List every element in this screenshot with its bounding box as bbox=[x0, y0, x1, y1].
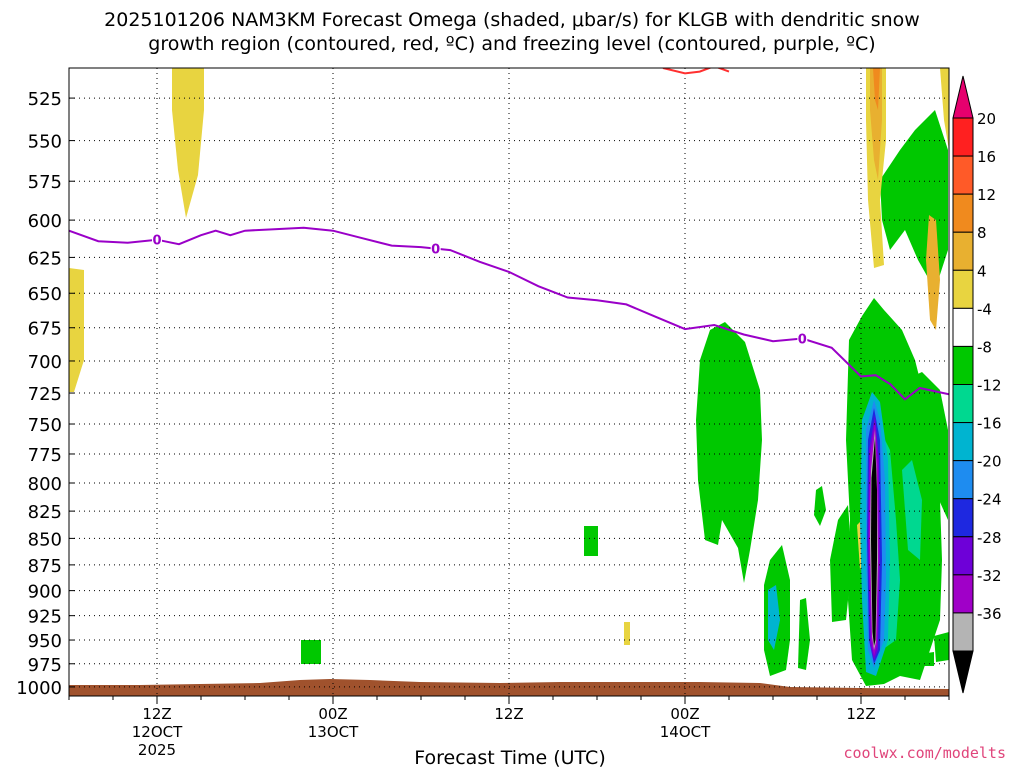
y-tick-label: 775 bbox=[28, 445, 62, 466]
colorbar-swatch bbox=[952, 269, 974, 309]
y-tick-label: 600 bbox=[28, 211, 62, 232]
x-tick-date-label: 12OCT bbox=[132, 723, 183, 741]
x-tick-date-label: 14OCT bbox=[660, 723, 711, 741]
x-tick-year-label: 2025 bbox=[138, 741, 176, 759]
colorbar-swatch bbox=[952, 612, 974, 652]
omega-blob bbox=[584, 526, 598, 556]
y-tick-label: 650 bbox=[28, 284, 62, 305]
colorbar-swatch bbox=[952, 345, 974, 385]
y-tick-label: 875 bbox=[28, 556, 62, 577]
colorbar-bottom-triangle bbox=[952, 650, 974, 694]
omega-blob bbox=[768, 585, 780, 650]
colorbar-label: -32 bbox=[977, 567, 1002, 585]
plot-frame bbox=[68, 67, 950, 697]
omega-blob bbox=[624, 622, 630, 645]
omega-blob bbox=[873, 68, 880, 110]
colorbar-label: -24 bbox=[977, 491, 1002, 509]
y-axis: 525 550 575 600 625 650 675 700 725 750 775 800 825 8… bbox=[16, 89, 75, 699]
x-tick-label: 12Z bbox=[846, 705, 875, 723]
colorbar-swatch bbox=[952, 193, 974, 233]
omega-blob bbox=[798, 598, 810, 670]
dendritic-growth-contour bbox=[662, 68, 730, 75]
omega-blob bbox=[940, 68, 949, 150]
terrain-surface bbox=[69, 679, 949, 696]
omega-blob bbox=[871, 438, 877, 646]
colorbar-swatch bbox=[952, 498, 974, 538]
y-tick-label: 725 bbox=[28, 384, 62, 405]
x-tick-label: 00Z bbox=[318, 705, 347, 723]
y-tick-label: 950 bbox=[28, 631, 62, 652]
colorbar-swatch bbox=[952, 422, 974, 462]
colorbar-label: -8 bbox=[977, 338, 992, 356]
omega-blob bbox=[69, 268, 84, 392]
colorbar-label: -36 bbox=[977, 605, 1002, 623]
colorbar-label: -20 bbox=[977, 453, 1002, 471]
omega-blob bbox=[902, 460, 922, 560]
freezing-level-label: 0 bbox=[798, 333, 807, 348]
freezing-level-label: 0 bbox=[431, 243, 440, 258]
y-tick-label: 625 bbox=[28, 248, 62, 269]
y-tick-label: 550 bbox=[28, 132, 62, 153]
omega-blob bbox=[301, 640, 321, 664]
y-tick-label: 525 bbox=[28, 89, 62, 110]
x-tick-label: 12Z bbox=[142, 705, 171, 723]
y-tick-label: 900 bbox=[28, 582, 62, 603]
y-tick-label: 825 bbox=[28, 502, 62, 523]
omega-blob bbox=[830, 505, 852, 622]
colorbar-label: -4 bbox=[977, 300, 992, 318]
y-tick-label: 575 bbox=[28, 172, 62, 193]
chart-title-line2: growth region (contoured, red, ºC) and f… bbox=[148, 33, 876, 55]
omega-blob bbox=[814, 486, 826, 526]
colorbar-top-triangle bbox=[952, 75, 974, 119]
omega-blob bbox=[905, 372, 948, 520]
colorbar-label: 20 bbox=[977, 110, 996, 128]
colorbar-label: -28 bbox=[977, 529, 1002, 547]
colorbar-label: -12 bbox=[977, 377, 1002, 395]
y-tick-label: 850 bbox=[28, 529, 62, 550]
omega-blob bbox=[934, 632, 949, 662]
y-tick-label: 750 bbox=[28, 415, 62, 436]
colorbar-swatch bbox=[952, 231, 974, 271]
colorbar-label: 16 bbox=[977, 148, 996, 166]
y-tick-label: 675 bbox=[28, 319, 62, 340]
colorbar-label: -16 bbox=[977, 415, 1002, 433]
omega-blob bbox=[926, 215, 940, 330]
colorbar-swatch bbox=[952, 536, 974, 576]
colorbar-swatch bbox=[952, 307, 974, 347]
contour-label-bg bbox=[152, 231, 162, 247]
credit-text: coolwx.com/modelts bbox=[843, 744, 1006, 762]
omega-blob bbox=[696, 322, 762, 583]
chart-title-line1: 2025101206 NAM3KM Forecast Omega (shaded… bbox=[104, 9, 920, 31]
x-axis-label: Forecast Time (UTC) bbox=[414, 747, 605, 768]
omega-blob bbox=[870, 68, 882, 180]
y-tick-label: 925 bbox=[28, 607, 62, 628]
y-tick-label: 975 bbox=[28, 655, 62, 676]
colorbar: 20 16 12 8 4 -4 -8 -12 -16 -20 -24 -28 -32 -36 bbox=[952, 75, 1002, 694]
contour-label-bg bbox=[430, 240, 441, 256]
grid-lines bbox=[69, 68, 949, 696]
colorbar-swatch bbox=[952, 384, 974, 424]
freezing-level-label: 0 bbox=[152, 234, 161, 249]
colorbar-swatch bbox=[952, 117, 974, 157]
x-tick-label: 00Z bbox=[670, 705, 699, 723]
omega-shaded-field bbox=[69, 68, 949, 696]
contour-lines: 0 0 0 bbox=[69, 68, 949, 401]
colorbar-swatch bbox=[952, 155, 974, 195]
contour-label-bg bbox=[797, 330, 808, 346]
colorbar-label: 8 bbox=[977, 224, 987, 242]
colorbar-swatch bbox=[952, 460, 974, 500]
colorbar-label: 12 bbox=[977, 186, 996, 204]
colorbar-swatch bbox=[952, 574, 974, 614]
y-tick-label: 1000 bbox=[16, 678, 62, 699]
omega-blob bbox=[172, 68, 204, 218]
x-tick-label: 12Z bbox=[494, 705, 523, 723]
y-tick-label: 700 bbox=[28, 352, 62, 373]
y-tick-label: 800 bbox=[28, 474, 62, 495]
omega-blob bbox=[920, 652, 934, 666]
freezing-level-line bbox=[69, 226, 949, 401]
colorbar-label: 4 bbox=[977, 262, 987, 280]
x-tick-date-label: 13OCT bbox=[308, 723, 359, 741]
